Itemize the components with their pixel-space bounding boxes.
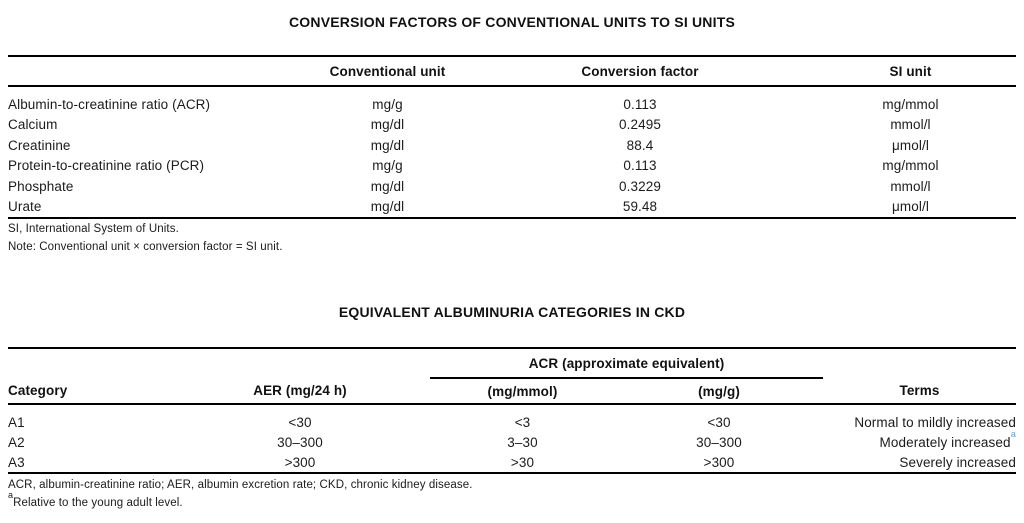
conventional-unit-cell: mg/g — [372, 96, 403, 112]
footnote-line: aRelative to the young adult level. — [8, 490, 473, 513]
table2-header-mgmmol: (mg/mmol) — [430, 378, 615, 405]
table1-header-si-unit: SI unit — [805, 56, 1016, 87]
conversion-factor-cell: 0.3229 — [619, 178, 661, 194]
terms-cell: Normal to mildly increased — [854, 414, 1016, 430]
footnote-a-marker: a — [8, 489, 14, 500]
acr-mgmmol-cell: <3 — [514, 414, 531, 430]
row-label: Protein-to-creatinine ratio (PCR) — [8, 158, 205, 174]
table-row: Protein-to-creatinine ratio (PCR) mg/g 0… — [8, 156, 1016, 177]
table-row: Albumin-to-creatinine ratio (ACR) mg/g 0… — [8, 86, 1016, 115]
conventional-unit-cell: mg/dl — [370, 137, 405, 153]
table2-title: EQUIVALENT ALBUMINURIA CATEGORIES IN CKD — [338, 304, 686, 320]
aer-cell: >300 — [284, 454, 316, 470]
category-cell: A2 — [8, 434, 25, 450]
category-cell: A1 — [8, 414, 25, 430]
conversion-factor-cell: 0.2495 — [619, 117, 661, 133]
row-label: Creatinine — [8, 137, 71, 153]
aer-cell: <30 — [288, 414, 312, 430]
conventional-unit-cell: mg/dl — [370, 178, 405, 194]
si-unit-cell: mmol/l — [890, 117, 931, 133]
table-row: A2 30–300 3–30 30–300 Moderately increas… — [8, 429, 1016, 452]
footnote-line: ACR, albumin-creatinine ratio; AER, albu… — [8, 479, 473, 491]
table1-footnotes: SI, International System of Units. Note:… — [8, 221, 283, 256]
footnote-a-link[interactable]: a — [1010, 429, 1016, 440]
table-row: A1 <30 <3 <30 Normal to mildly increased — [8, 404, 1016, 432]
table1-header-empty — [8, 56, 300, 87]
table2-header-category: Category — [8, 378, 170, 405]
table1-header-row: Conventional unit Conversion factor SI u… — [8, 56, 1016, 87]
category-cell: A3 — [8, 454, 25, 470]
albuminuria-categories-table: ACR (approximate equivalent) Category AE… — [8, 347, 1016, 474]
row-label: Phosphate — [8, 178, 74, 194]
acr-mgmmol-cell: 3–30 — [507, 434, 538, 450]
conversion-factor-cell: 59.48 — [622, 199, 658, 215]
table-row: Phosphate mg/dl 0.3229 mmol/l — [8, 176, 1016, 197]
table2-header-aer: AER (mg/24 h) — [170, 378, 430, 405]
si-unit-cell: mmol/l — [890, 178, 931, 194]
conventional-unit-cell: mg/dl — [370, 117, 405, 133]
footnote-text: Relative to the young adult level. — [13, 496, 183, 509]
acr-mgg-cell: <30 — [707, 414, 731, 430]
conventional-unit-cell: mg/dl — [370, 199, 405, 215]
footnote-line: SI, International System of Units. — [8, 223, 179, 235]
terms-text: Moderately increased — [879, 434, 1011, 450]
table2-span-header-acr: ACR (approximate equivalent) — [430, 348, 823, 379]
table2-header-mgg: (mg/g) — [615, 378, 823, 405]
table2-header-terms: Terms — [823, 378, 1016, 405]
row-label: Urate — [8, 199, 42, 215]
aer-cell: 30–300 — [277, 434, 323, 450]
table1-header-conventional-unit: Conventional unit — [300, 56, 475, 87]
footnote-line: Note: Conventional unit × conversion fac… — [8, 240, 283, 253]
conversion-factor-cell: 88.4 — [626, 137, 654, 153]
span-empty — [823, 348, 1016, 378]
acr-mgg-cell: >300 — [703, 454, 735, 470]
acr-mgmmol-cell: >30 — [510, 454, 535, 470]
table-row: Urate mg/dl 59.48 μmol/l — [8, 197, 1016, 219]
terms-cell: Severely increased — [899, 454, 1016, 470]
table1-title: CONVERSION FACTORS OF CONVENTIONAL UNITS… — [289, 14, 735, 30]
table2-header-row: Category AER (mg/24 h) (mg/mmol) (mg/g) … — [8, 378, 1016, 405]
si-unit-cell: mg/mmol — [882, 96, 939, 112]
terms-cell: Moderately increaseda — [823, 429, 1016, 452]
conversion-factor-cell: 0.113 — [623, 96, 657, 112]
span-empty — [8, 348, 170, 378]
row-label: Albumin-to-creatinine ratio (ACR) — [8, 96, 211, 112]
conversion-factors-table: Conventional unit Conversion factor SI u… — [8, 55, 1016, 219]
table2-footnotes: ACR, albumin-creatinine ratio; AER, albu… — [8, 477, 473, 512]
acr-mgg-cell: 30–300 — [696, 434, 742, 450]
table1-header-conversion-factor: Conversion factor — [475, 56, 805, 87]
span-empty — [170, 348, 430, 378]
table-row: Creatinine mg/dl 88.4 μmol/l — [8, 135, 1016, 156]
conventional-unit-cell: mg/g — [372, 158, 403, 174]
table2-span-header-row: ACR (approximate equivalent) — [8, 348, 1016, 379]
row-label: Calcium — [8, 117, 58, 133]
conversion-factor-cell: 0.113 — [623, 158, 657, 174]
si-unit-cell: μmol/l — [892, 137, 929, 153]
table-row: Calcium mg/dl 0.2495 mmol/l — [8, 115, 1016, 136]
table-row: A3 >300 >30 >300 Severely increased — [8, 452, 1016, 473]
si-unit-cell: μmol/l — [892, 199, 929, 215]
si-unit-cell: mg/mmol — [882, 158, 939, 174]
